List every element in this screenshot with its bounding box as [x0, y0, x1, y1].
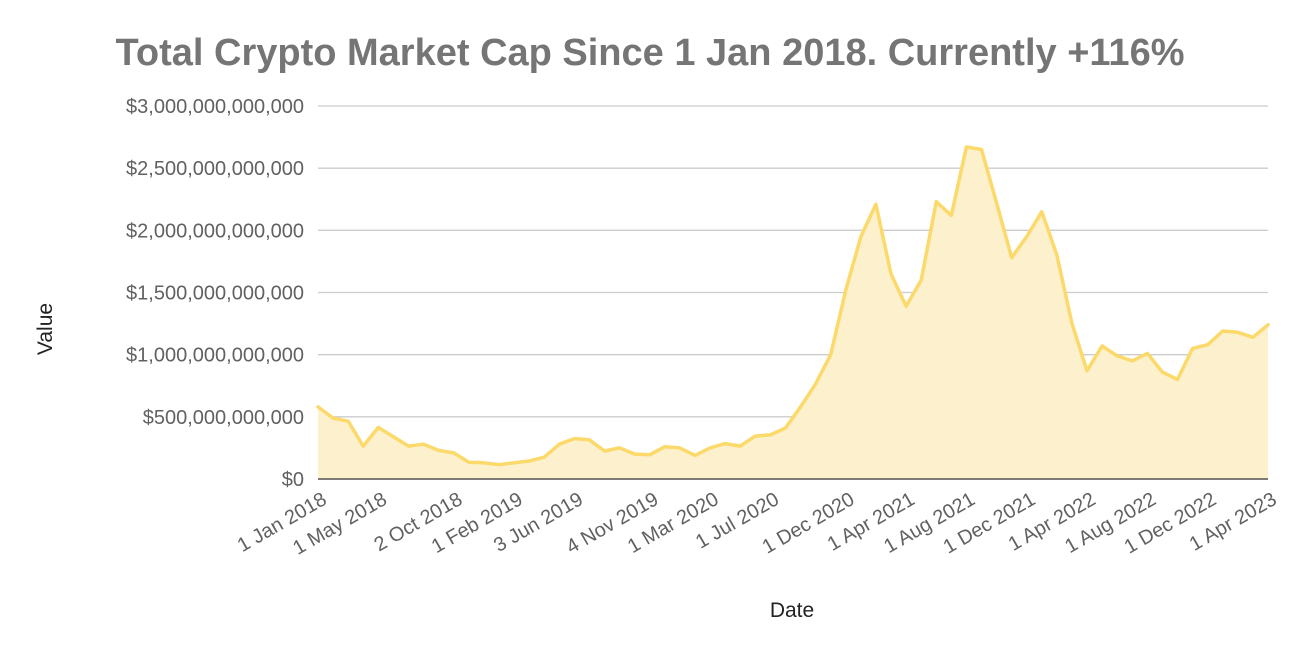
y-tick-label: $500,000,000,000 — [143, 407, 304, 429]
gridlines — [318, 105, 1268, 480]
y-tick-label: $1,000,000,000,000 — [126, 345, 304, 367]
y-tick-label: $3,000,000,000,000 — [126, 96, 304, 118]
series-area — [316, 145, 1270, 480]
series-line — [316, 145, 1270, 467]
y-tick-label: $0 — [282, 469, 304, 491]
y-tick-label: $2,000,000,000,000 — [126, 220, 304, 242]
y-tick-label: $2,500,000,000,000 — [126, 158, 304, 180]
y-axis-ticks: $0 $500,000,000,000 $1,000,000,000,000 $1,5… — [126, 96, 304, 491]
chart-title: Total Crypto Market Cap Since 1 Jan 2018… — [116, 32, 1185, 74]
x-axis-title: Date — [770, 599, 814, 622]
y-tick-label: $1,500,000,000,000 — [126, 283, 304, 305]
series-area-fill — [318, 147, 1268, 479]
y-axis-title: Value — [34, 303, 57, 355]
